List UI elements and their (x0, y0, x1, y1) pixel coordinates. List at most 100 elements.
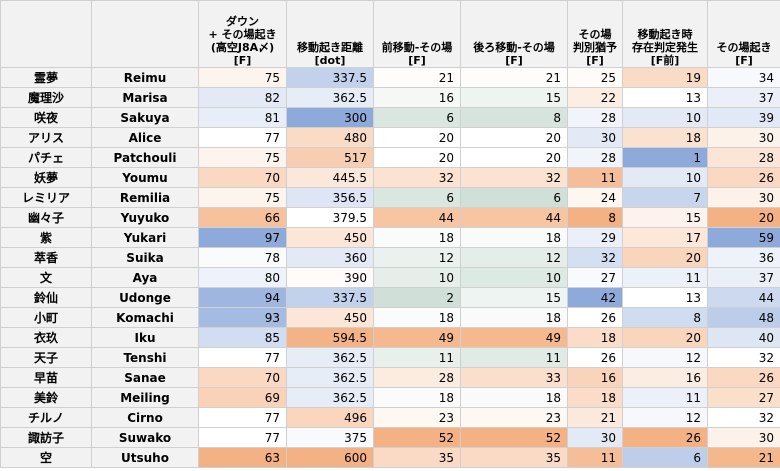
header-jp-name (0, 0, 92, 68)
header-line: [F前] (650, 54, 680, 67)
table-cell: 12 (622, 407, 708, 428)
header-line: ダウン (226, 15, 259, 28)
table-cell: 59 (707, 227, 780, 248)
table-row: 文 Aya 80 390 10 10 27 11 37 (0, 267, 780, 288)
table-cell: 20 (460, 127, 568, 148)
table-cell: 26 (567, 307, 623, 328)
table-cell: 37 (707, 267, 780, 288)
character-jp-name: 小町 (0, 307, 92, 328)
table-row: 諏訪子 Suwako 77 375 52 52 30 26 30 (0, 427, 780, 448)
table-row: 美鈴 Meiling 69 362.5 18 18 18 11 27 (0, 387, 780, 408)
header-line: その場起き (716, 41, 772, 54)
table-cell: 375 (286, 427, 374, 448)
table-row: チルノ Cirno 77 496 23 23 21 12 32 (0, 407, 780, 428)
character-en-name: Suika (91, 247, 199, 268)
table-cell: 8 (460, 107, 568, 128)
table-cell: 450 (286, 227, 374, 248)
character-en-name: Marisa (91, 87, 199, 108)
header-neutral-getup: その場起き [F] (707, 0, 780, 68)
header-line: 判別猶予 (573, 41, 617, 54)
character-jp-name: 魔理沙 (0, 87, 92, 108)
table-cell: 48 (707, 307, 780, 328)
table-row: 天子 Tenshi 77 362.5 11 11 26 12 32 (0, 347, 780, 368)
table-row: アリス Alice 77 480 20 20 30 18 30 (0, 127, 780, 148)
table-cell: 20 (622, 247, 708, 268)
table-row: 紫 Yukari 97 450 18 18 29 17 59 (0, 227, 780, 248)
table-cell: 362.5 (286, 387, 374, 408)
character-jp-name: 衣玖 (0, 327, 92, 348)
table-cell: 362.5 (286, 87, 374, 108)
table-cell: 30 (707, 187, 780, 208)
table-cell: 8 (567, 207, 623, 228)
table-cell: 20 (373, 127, 461, 148)
table-cell: 15 (622, 207, 708, 228)
character-en-name: Yukari (91, 227, 199, 248)
character-en-name: Tenshi (91, 347, 199, 368)
table-cell: 360 (286, 247, 374, 268)
table-cell: 32 (707, 347, 780, 368)
table-cell: 356.5 (286, 187, 374, 208)
table-cell: 44 (460, 207, 568, 228)
table-cell: 77 (198, 427, 287, 448)
character-jp-name: チルノ (0, 407, 92, 428)
table-cell: 20 (707, 207, 780, 228)
table-cell: 18 (567, 387, 623, 408)
table-cell: 28 (707, 147, 780, 168)
header-line: 前移動-その場 (381, 41, 453, 54)
table-cell: 28 (567, 107, 623, 128)
table-cell: 15 (460, 287, 568, 308)
table-cell: 23 (373, 407, 461, 428)
table-row: 魔理沙 Marisa 82 362.5 16 15 22 13 37 (0, 87, 780, 108)
table-cell: 27 (707, 387, 780, 408)
table-cell: 32 (373, 167, 461, 188)
table-cell: 70 (198, 167, 287, 188)
table-cell: 12 (622, 347, 708, 368)
table-cell: 11 (373, 347, 461, 368)
table-row: 妖夢 Youmu 70 445.5 32 32 11 10 26 (0, 167, 780, 188)
table-cell: 34 (707, 67, 780, 88)
table-cell: 18 (567, 327, 623, 348)
table-cell: 337.5 (286, 67, 374, 88)
character-en-name: Remilia (91, 187, 199, 208)
header-down-getup: ダウン + その場起き (高空J8A〆) [F] (198, 0, 287, 68)
table-cell: 36 (707, 247, 780, 268)
table-cell: 15 (460, 87, 568, 108)
table-cell: 16 (373, 87, 461, 108)
table-cell: 18 (373, 307, 461, 328)
character-jp-name: 霊夢 (0, 67, 92, 88)
table-row: 小町 Komachi 93 450 18 18 26 8 48 (0, 307, 780, 328)
table-cell: 82 (198, 87, 287, 108)
table-cell: 63 (198, 447, 287, 468)
table-cell: 80 (198, 267, 287, 288)
character-jp-name: 紫 (0, 227, 92, 248)
table-row: 萃香 Suika 78 360 12 12 32 20 36 (0, 247, 780, 268)
table-cell: 6 (373, 107, 461, 128)
table-cell: 2 (373, 287, 461, 308)
character-en-name: Iku (91, 327, 199, 348)
table-cell: 94 (198, 287, 287, 308)
character-jp-name: パチェ (0, 147, 92, 168)
character-jp-name: 幽々子 (0, 207, 92, 228)
table-cell: 6 (373, 187, 461, 208)
character-en-name: Meiling (91, 387, 199, 408)
table-cell: 66 (198, 207, 287, 228)
table-cell: 445.5 (286, 167, 374, 188)
table-cell: 10 (373, 267, 461, 288)
table-cell: 39 (707, 107, 780, 128)
character-jp-name: 天子 (0, 347, 92, 368)
character-jp-name: アリス (0, 127, 92, 148)
table-cell: 26 (622, 427, 708, 448)
table-cell: 44 (373, 207, 461, 228)
table-cell: 42 (567, 287, 623, 308)
character-jp-name: 諏訪子 (0, 427, 92, 448)
character-jp-name: 鈴仙 (0, 287, 92, 308)
header-line: 存在判定発生 (632, 41, 698, 54)
table-cell: 35 (373, 447, 461, 468)
table-cell: 11 (567, 167, 623, 188)
table-cell: 300 (286, 107, 374, 128)
header-line: + その場起き (208, 28, 277, 41)
table-cell: 10 (622, 107, 708, 128)
table-cell: 450 (286, 307, 374, 328)
header-line: [F] (233, 54, 252, 67)
